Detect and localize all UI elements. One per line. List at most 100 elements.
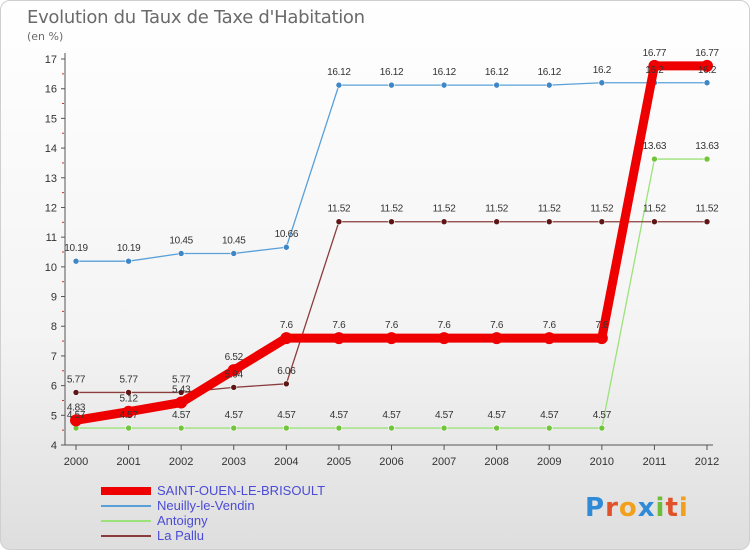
data-point (70, 414, 82, 427)
data-label: 7.6 (438, 320, 452, 331)
proxiti-logo: Proxiti (585, 493, 689, 523)
data-point (651, 155, 658, 163)
data-label: 4.57 (540, 410, 559, 421)
data-point (598, 424, 606, 432)
y-tick-label: 15 (45, 113, 57, 125)
data-label: 4.57 (435, 410, 454, 421)
logo-letter: r (605, 493, 619, 523)
data-label: 11.52 (643, 204, 667, 215)
legend-swatch (101, 487, 151, 495)
x-tick-label: 2007 (432, 456, 456, 468)
series-line (76, 82, 707, 262)
data-label: 16.2 (645, 65, 664, 76)
data-point (598, 79, 606, 87)
x-tick-label: 2012 (695, 456, 719, 468)
data-point (701, 59, 713, 72)
y-tick-label: 16 (45, 84, 57, 96)
data-point (543, 332, 556, 345)
logo-letter: x (637, 493, 656, 523)
data-label: 10.19 (117, 243, 141, 254)
data-point (227, 364, 240, 377)
legend-swatch (101, 505, 151, 507)
data-point (545, 218, 553, 226)
y-tick-label: 4 (51, 440, 57, 452)
data-label: 7.6 (595, 320, 609, 331)
data-point (440, 424, 448, 432)
data-label: 13.63 (695, 141, 719, 152)
legend-swatch (101, 535, 151, 537)
data-point (438, 332, 451, 345)
data-label: 10.45 (222, 235, 246, 246)
data-point (335, 81, 343, 89)
data-label: 16.2 (698, 65, 717, 76)
x-tick-label: 2005 (327, 456, 351, 468)
data-label: 10.19 (64, 243, 88, 254)
logo-letter: o (618, 493, 638, 523)
data-point (125, 257, 132, 265)
data-label: 6.06 (277, 366, 296, 377)
data-point (388, 81, 395, 89)
data-label: 7.6 (332, 320, 346, 331)
logo-letter: i (655, 493, 666, 523)
data-point (493, 424, 500, 432)
y-tick-label: 14 (45, 143, 57, 155)
y-tick-label: 17 (45, 54, 57, 66)
chart-subtitle: (en %) (27, 30, 64, 43)
data-point (648, 59, 661, 72)
data-label: 4.57 (330, 410, 349, 421)
x-tick-label: 2011 (643, 456, 667, 468)
data-point (493, 218, 500, 226)
data-point (283, 243, 290, 251)
data-point (440, 218, 448, 226)
data-point (280, 332, 293, 345)
data-label: 11.52 (696, 204, 720, 215)
data-label: 11.52 (328, 204, 352, 215)
y-tick-label: 11 (46, 232, 57, 244)
data-point (335, 424, 343, 432)
data-point (175, 396, 188, 409)
data-label: 6.52 (225, 352, 244, 363)
data-point (595, 332, 608, 345)
y-tick-label: 10 (45, 262, 57, 274)
data-point (230, 250, 238, 257)
y-tick-label: 9 (51, 292, 57, 304)
data-label: 10.66 (275, 229, 299, 240)
data-point (332, 332, 345, 345)
data-label: 4.57 (382, 410, 401, 421)
data-label: 11.52 (380, 204, 404, 215)
data-label: 10.45 (169, 235, 193, 246)
data-point (122, 405, 135, 418)
data-label: 11.52 (590, 204, 614, 215)
data-point (177, 424, 185, 432)
x-tick-label: 2004 (274, 456, 298, 468)
data-point (651, 218, 658, 226)
data-point (388, 218, 395, 226)
data-point (440, 81, 448, 89)
data-point (72, 389, 80, 396)
data-label: 5.12 (119, 394, 138, 405)
data-label: 16.12 (537, 67, 561, 78)
data-label: 4.57 (225, 410, 244, 421)
data-label: 4.57 (277, 410, 296, 421)
data-point (490, 332, 503, 345)
data-label: 11.52 (538, 204, 562, 215)
legend-swatch (101, 520, 151, 522)
x-tick-label: 2000 (64, 456, 88, 468)
data-label: 16.77 (643, 48, 667, 59)
data-label: 11.52 (485, 204, 509, 215)
y-tick-label: 7 (51, 351, 57, 363)
data-label: 5.43 (172, 385, 191, 396)
legend-label: SAINT-OUEN-LE-BRISOULT (157, 483, 326, 498)
data-label: 11.52 (433, 204, 457, 215)
data-label: 5.77 (67, 374, 86, 385)
data-point (703, 79, 711, 87)
data-point (230, 384, 238, 391)
data-label: 16.77 (695, 48, 719, 59)
data-point (545, 424, 553, 432)
data-label: 4.57 (119, 410, 138, 421)
data-label: 5.94 (225, 369, 244, 380)
data-label: 16.12 (327, 67, 351, 78)
x-tick-label: 2010 (590, 456, 614, 468)
